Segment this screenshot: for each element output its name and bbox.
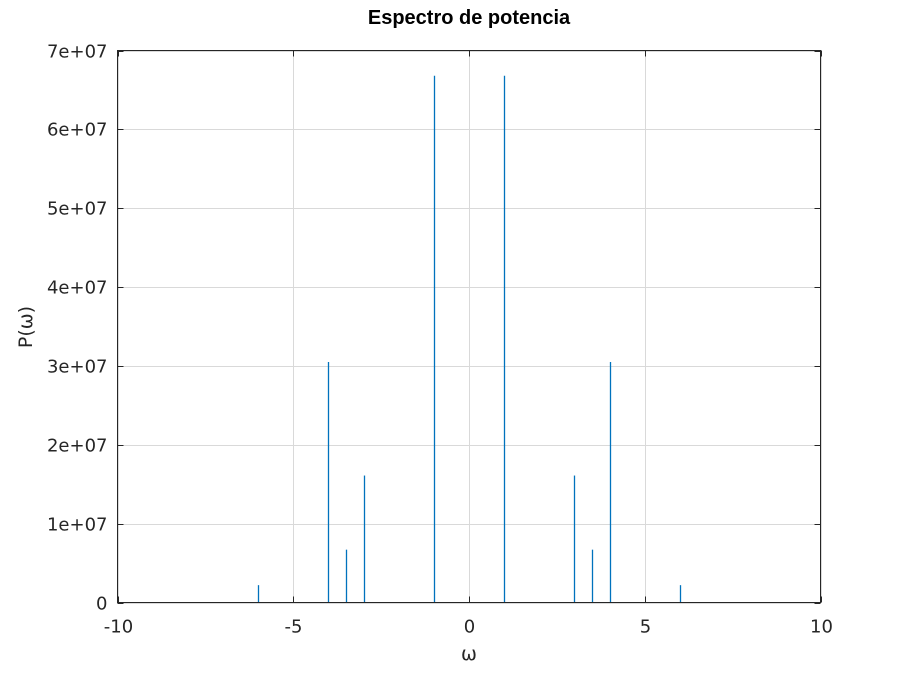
x-tick-label: 10	[810, 617, 833, 638]
x-tick-labels: -10 -5 0 5 10	[104, 617, 833, 638]
y-tick-label: 5e+07	[47, 199, 108, 220]
y-tick-labels: 0 1e+07 2e+07 3e+07 4e+07 5e+07 6e+07 7e+07	[47, 42, 108, 615]
y-tick-label: 2e+07	[47, 436, 108, 457]
y-tick-label: 4e+07	[47, 278, 108, 299]
y-tick-label: 7e+07	[47, 42, 108, 63]
ticks	[117, 50, 822, 604]
y-axis-label: P(ω)	[15, 306, 37, 348]
x-axis-label: ω	[461, 643, 477, 665]
x-tick-label: -10	[104, 617, 133, 638]
x-tick-label: 5	[640, 617, 651, 638]
y-tick-label: 0	[96, 594, 107, 615]
y-tick-label: 6e+07	[47, 120, 108, 141]
grid	[117, 50, 822, 604]
chart-title: Espectro de potencia	[368, 7, 571, 29]
x-tick-label: -5	[285, 617, 303, 638]
y-tick-label: 1e+07	[47, 515, 108, 536]
x-tick-label: 0	[464, 617, 475, 638]
y-tick-label: 3e+07	[47, 357, 108, 378]
